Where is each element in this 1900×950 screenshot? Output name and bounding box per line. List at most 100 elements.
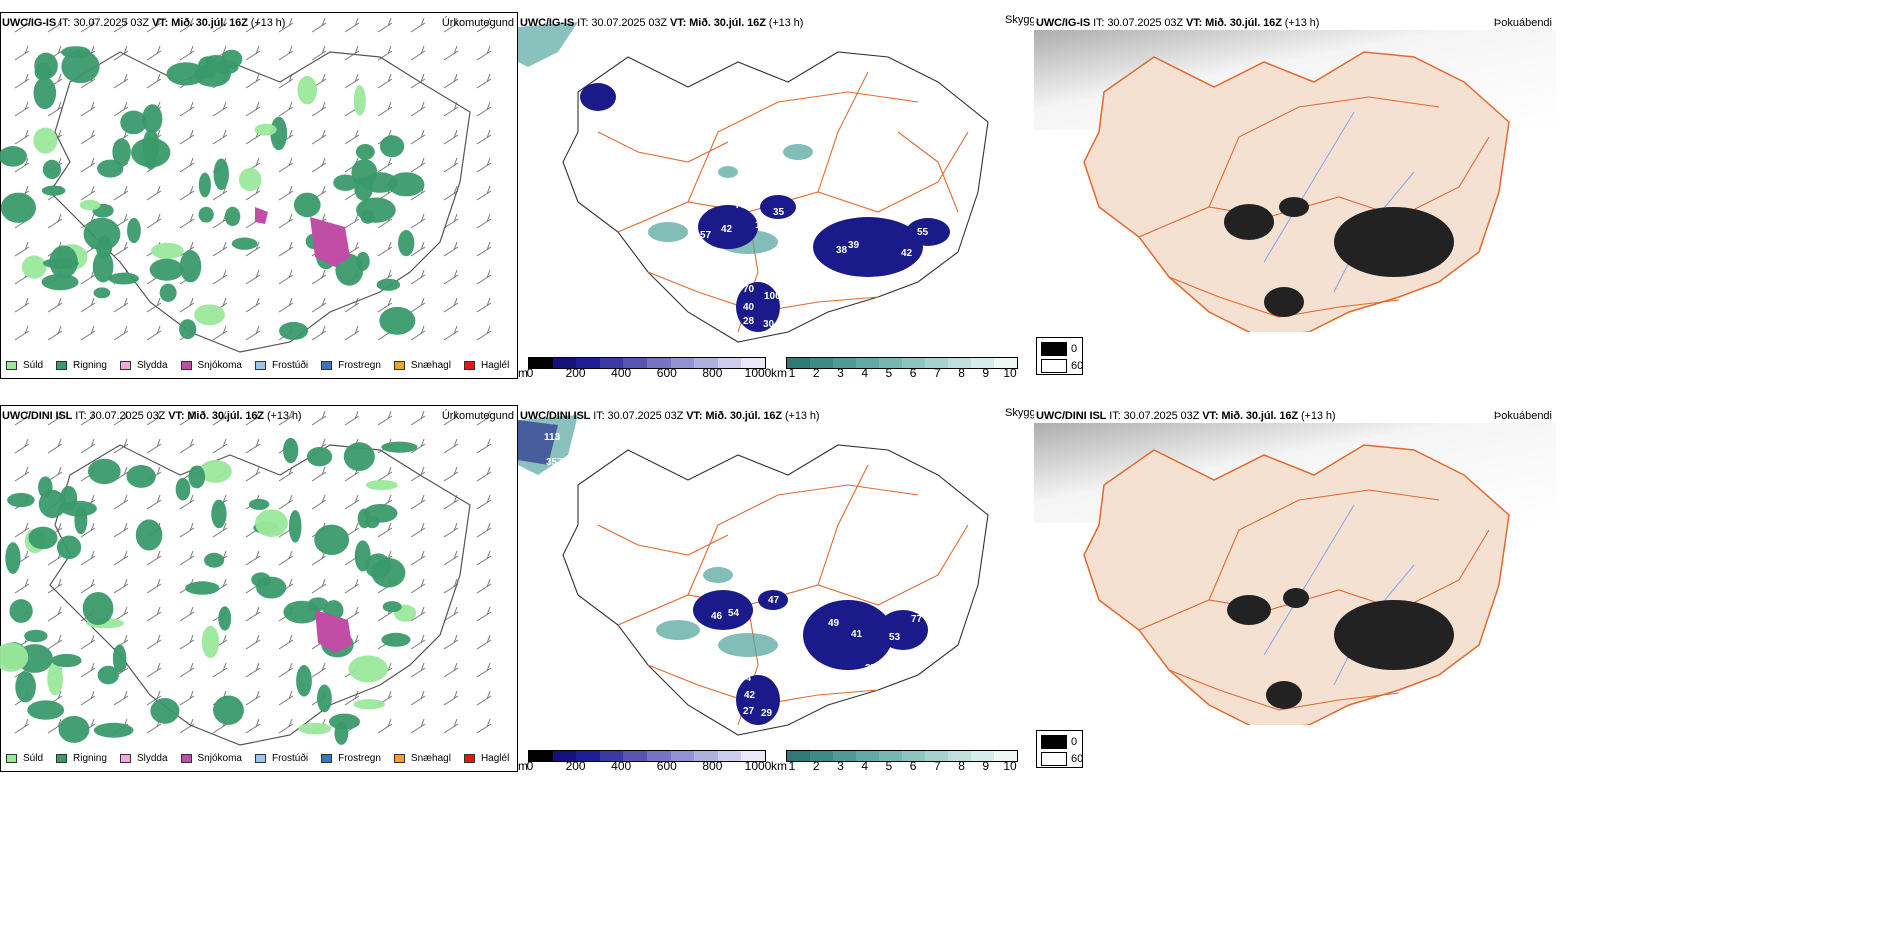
rain-cell — [0, 146, 27, 167]
colorbar-step — [787, 751, 810, 761]
wind-barb — [410, 157, 426, 173]
legend-swatch — [56, 361, 68, 370]
legend-label: Frostregn — [338, 753, 381, 764]
wind-barb — [146, 494, 162, 510]
wind-barb — [443, 325, 459, 341]
rain-cell — [131, 137, 171, 168]
rain-cell — [175, 477, 191, 501]
wind-barb — [476, 466, 492, 482]
colorbar-tick: 800 — [702, 759, 723, 773]
legend-item: Snæhagl — [393, 360, 451, 371]
wind-barb — [443, 297, 459, 313]
wind-barb — [344, 494, 360, 510]
wind-barb — [47, 17, 63, 33]
wind-barb — [311, 297, 327, 313]
rain-cell — [316, 684, 332, 713]
legend-swatch — [56, 754, 68, 763]
wind-barb — [443, 45, 459, 61]
fog-title-2: Þokuábendi — [1493, 410, 1552, 422]
rain-cell — [21, 255, 47, 279]
rain-cell — [56, 535, 82, 560]
height-label: 49 — [828, 618, 840, 629]
legend-label: Snjókoma — [197, 360, 242, 371]
rain-cell — [365, 480, 398, 491]
wind-barb — [311, 578, 327, 594]
wind-barb — [245, 185, 261, 201]
height-label: 113 — [544, 432, 561, 443]
height-label: 25 — [868, 277, 880, 288]
colorbar-step — [529, 751, 553, 761]
wind-barb — [245, 73, 261, 89]
rain-cell — [166, 62, 206, 86]
cloud-cells-1 — [580, 83, 950, 332]
wind-barb — [278, 269, 294, 285]
colorbar-tick: 5 — [885, 366, 893, 380]
wind-barb — [245, 297, 261, 313]
rain-cell — [198, 172, 211, 198]
rain-cell — [185, 581, 220, 595]
rain-cell — [213, 695, 244, 725]
wind-barb — [14, 129, 30, 145]
iceland-land-1 — [1083, 51, 1510, 332]
rain-cell — [353, 85, 366, 116]
colorbar-tick: 2 — [812, 366, 820, 380]
wind-barb — [113, 690, 129, 706]
height-colorbar-1 — [528, 357, 766, 369]
legend-label: Haglél — [480, 360, 510, 371]
rain-cell — [92, 250, 114, 283]
wind-barb — [179, 690, 195, 706]
cloud-cells-2 — [693, 590, 928, 725]
wind-barb — [476, 325, 492, 341]
rain-cell — [149, 258, 184, 281]
wind-barb — [14, 297, 30, 313]
wind-barb — [443, 438, 459, 454]
height-header-2: UWC/DINI ISL IT: 30.07.2025 03Z VT: Mið.… — [520, 410, 820, 422]
wind-barb — [146, 662, 162, 678]
precip-panel-1: UWC/IG-IS IT: 30.07.2025 03Z VT: Mið. 30… — [0, 12, 518, 379]
legend-item: Rigning — [56, 360, 107, 371]
wind-barb — [410, 718, 426, 734]
wind-barb — [212, 17, 228, 33]
rain-cell — [398, 229, 415, 257]
legend-item: Súld — [6, 360, 43, 371]
wind-barb — [14, 45, 30, 61]
rain-cell — [151, 242, 184, 260]
height-label: 27 — [743, 706, 755, 717]
rain-cell — [238, 167, 262, 191]
height-label: 100 — [755, 220, 772, 231]
precip-header-1: UWC/IG-IS IT: 30.07.2025 03Z VT: Mið. 30… — [2, 17, 286, 29]
height-label: 75 — [735, 200, 747, 211]
wind-barb — [476, 578, 492, 594]
rain-cell — [279, 321, 309, 340]
legend-item: Frostúði — [254, 753, 308, 764]
wind-barb — [443, 718, 459, 734]
rain-cell — [150, 697, 180, 724]
wind-barb — [476, 241, 492, 257]
wind-barb — [179, 550, 195, 566]
colorbar-step — [552, 358, 577, 368]
wind-barb — [14, 718, 30, 734]
wind-barb — [146, 438, 162, 454]
wind-barb — [311, 494, 327, 510]
wind-barb — [377, 241, 393, 257]
rain-cell — [254, 123, 277, 136]
rain-cell — [231, 237, 258, 250]
colorbar-tick: 0 — [526, 759, 534, 773]
rain-cell — [188, 465, 206, 489]
wind-barb — [311, 662, 327, 678]
legend-label: Snjókoma — [197, 753, 242, 764]
colorbar-step — [529, 358, 553, 368]
wind-barb — [146, 550, 162, 566]
rain-cell — [381, 632, 411, 647]
rain-cell — [58, 715, 90, 743]
wind-barb — [344, 17, 360, 33]
colorbar-tick: 6 — [909, 759, 917, 773]
colorbar-step — [879, 358, 902, 368]
rain-cell — [254, 509, 288, 538]
wind-barb — [344, 45, 360, 61]
colorbar-step — [902, 751, 925, 761]
wind-barb — [410, 522, 426, 538]
rain-cell — [120, 110, 147, 135]
rain-cell — [51, 653, 82, 668]
wind-barb — [113, 101, 129, 117]
